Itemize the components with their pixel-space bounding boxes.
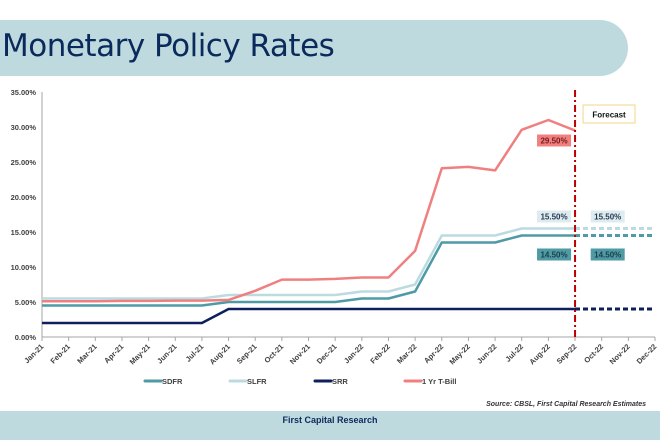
legend-label: SRR <box>332 377 348 386</box>
x-tick-label: Aug-21 <box>208 342 232 366</box>
x-tick-label: Sep-21 <box>235 342 259 366</box>
x-tick-label: Jan-22 <box>342 342 365 365</box>
x-tick-label: Feb-21 <box>49 342 72 365</box>
footer-bar: First Capital Research <box>0 411 660 440</box>
monetary-policy-chart: 0.00% 5.00% 10.00% 15.00% 20.00% 25.00% 30.00%… <box>11 88 659 386</box>
forecast-label: Forecast <box>592 111 626 120</box>
x-tick-label: Jun-21 <box>155 342 178 365</box>
x-tick-label: Oct-22 <box>582 342 605 365</box>
forecast-marker: Forecast <box>574 90 636 337</box>
x-tick-label: Nov-21 <box>288 342 312 366</box>
x-tick-label: Apr-21 <box>102 342 125 365</box>
source-note: Source: CBSL, First Capital Research Est… <box>486 401 646 408</box>
footer-brand: First Capital Research <box>282 415 378 425</box>
y-tick-label: 35.00% <box>11 88 37 97</box>
x-tick-label: Jan-21 <box>22 342 45 365</box>
y-tick-label: 30.00% <box>11 123 37 132</box>
legend-label: SDFR <box>162 377 183 386</box>
x-tick-label: Dec-21 <box>315 342 339 366</box>
series-line-slfr <box>42 227 575 300</box>
x-tick-label: Aug-22 <box>527 342 551 366</box>
data-label: 29.50% <box>540 137 567 146</box>
data-label-box <box>537 210 572 223</box>
series-line-srr <box>42 307 575 325</box>
data-label: 14.50% <box>540 251 567 260</box>
data-label-box <box>537 134 572 147</box>
legend-label: 1 Yr T-Bill <box>422 377 456 386</box>
data-label: 15.50% <box>594 213 621 222</box>
data-label: 14.50% <box>594 251 621 260</box>
x-tick-label: Jul-22 <box>503 342 525 364</box>
x-tick-label: Jun-22 <box>475 342 498 365</box>
forecast-box <box>582 104 636 124</box>
data-label-box <box>537 248 572 261</box>
x-tick-label: Mar-22 <box>395 342 418 365</box>
data-label-box <box>590 248 625 261</box>
data-label: 15.50% <box>540 213 567 222</box>
data-label-box <box>590 210 625 223</box>
y-axis: 0.00% 5.00% 10.00% 15.00% 20.00% 25.00% 30.00%… <box>11 88 43 342</box>
x-tick-label: Jul-21 <box>184 342 206 364</box>
data-labels: 14.50% 14.50% 15.50% 15.50% 29.50% <box>537 134 625 261</box>
x-tick-label: Oct-21 <box>262 342 285 365</box>
x-tick-label: Dec-22 <box>635 342 659 366</box>
y-tick-label: 25.00% <box>11 158 37 167</box>
page-title: Monetary Policy Rates <box>2 28 335 64</box>
x-tick-label: Apr-22 <box>422 342 445 365</box>
series-line-sdfr <box>42 234 575 307</box>
x-tick-label: May-21 <box>128 342 152 366</box>
legend-label: SLFR <box>247 377 267 386</box>
legend: SDFR SLFR SRR 1 Yr T-Bill <box>143 377 456 386</box>
y-tick-label: 5.00% <box>15 298 37 307</box>
x-axis: Jan-21 Feb-21 Mar-21 Apr-21 May-21 Jun-21 Jul-… <box>22 336 659 366</box>
x-tick-label: May-22 <box>447 342 471 366</box>
x-tick-label: Nov-22 <box>608 342 632 366</box>
x-tick-label: Feb-22 <box>368 342 391 365</box>
series-lines <box>42 118 655 325</box>
y-tick-label: 20.00% <box>11 193 37 202</box>
title-banner: Monetary Policy Rates <box>0 20 628 76</box>
series-line-1-yr-t-bill <box>42 118 576 303</box>
y-tick-label: 0.00% <box>15 333 37 342</box>
y-tick-label: 10.00% <box>11 263 37 272</box>
x-tick-label: Mar-21 <box>75 342 98 365</box>
y-tick-label: 15.00% <box>11 228 37 237</box>
x-tick-label: Sep-22 <box>555 342 579 366</box>
